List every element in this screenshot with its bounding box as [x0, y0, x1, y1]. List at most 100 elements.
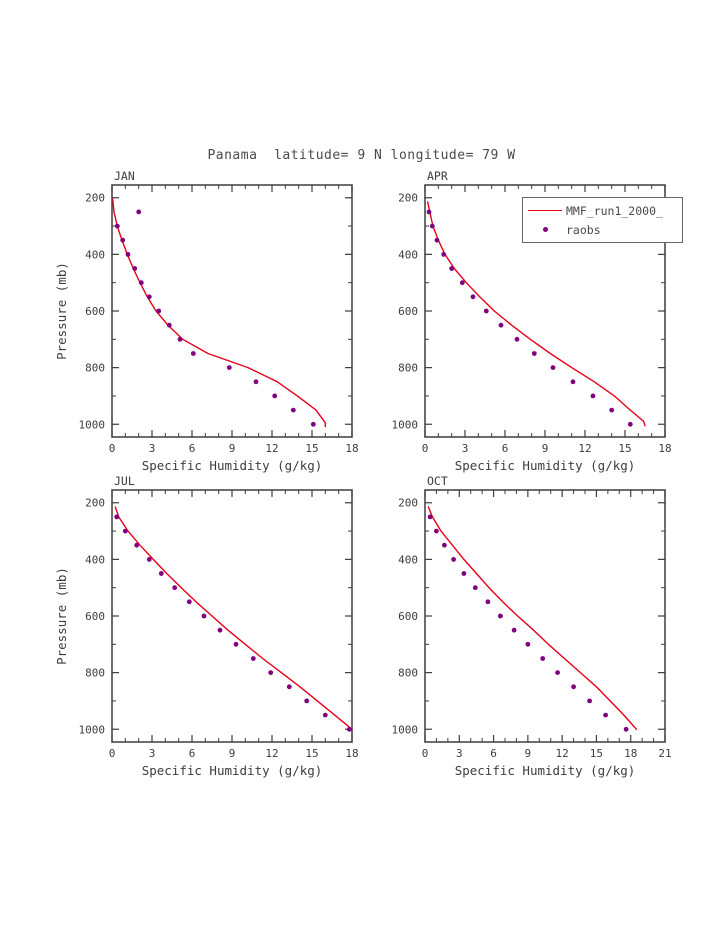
y-tick-label: 400 [85, 553, 105, 566]
mmf-model-line [427, 506, 638, 730]
purple-dot-icon [542, 227, 548, 232]
raobs-dot [603, 712, 608, 718]
x-tick-label: 12 [265, 747, 278, 760]
raobs-dot [525, 641, 531, 647]
x-axis-title: Specific Humidity (g/kg) [142, 458, 323, 473]
y-tick-label: 1000 [392, 723, 419, 736]
raobs-dot [571, 684, 576, 690]
x-tick-label: 15 [305, 442, 318, 455]
raobs-dot [511, 627, 517, 633]
raobs-dot [441, 252, 447, 257]
x-tick-label: 12 [556, 747, 569, 760]
y-axis: 200 400 600 800 1000 [79, 192, 352, 431]
x-tick-label: 3 [149, 747, 156, 760]
plot-frame [424, 489, 666, 743]
raobs-dot [134, 542, 140, 548]
y-tick-label: 1000 [392, 418, 419, 431]
y-tick-label: 400 [85, 248, 105, 261]
panel-oct: 0 3 6 9 12 15 18 21 200 400 600 800 1000 OCT Specific … [392, 474, 672, 778]
raobs-dot [429, 223, 435, 229]
raobs-dot [449, 266, 455, 271]
model-line-sample [528, 206, 562, 216]
legend-entry-raobs: raobs [528, 220, 677, 239]
raobs-dot [540, 656, 546, 661]
x-tick-label: 18 [624, 747, 637, 760]
y-axis-title: Pressure (mb) [54, 567, 69, 665]
x-tick-label: 15 [618, 442, 631, 455]
panel-jul: 0 3 6 9 12 15 18 200 400 600 800 1000 JUL Specific Hu… [54, 474, 359, 778]
x-tick-label: 15 [305, 747, 318, 760]
raobs-dot [587, 698, 592, 704]
raobs-dot [627, 421, 633, 427]
raobs-dot [125, 252, 131, 257]
raobs-dot [146, 294, 152, 300]
raobs-dot [426, 209, 432, 215]
panel-label: JUL [114, 474, 135, 488]
y-tick-label: 800 [85, 362, 105, 375]
x-tick-label: 6 [502, 442, 509, 455]
raobs-dot [609, 407, 615, 413]
y-axis-title: Pressure (mb) [54, 262, 69, 360]
y-tick-label: 400 [398, 553, 418, 566]
raobs-dot [590, 393, 596, 399]
y-tick-label: 200 [85, 192, 105, 205]
raobs-dot [322, 712, 328, 718]
raobs-dot [451, 557, 456, 562]
x-axis: 0 3 6 9 12 15 18 21 [422, 490, 672, 760]
raobs-dot [138, 280, 144, 286]
legend-box: MMF_run1_2000_ raobs [522, 197, 683, 243]
plot-frame [111, 184, 353, 438]
x-tick-label: 3 [462, 442, 469, 455]
red-line-icon [528, 210, 562, 211]
raobs-dot-sample [528, 225, 562, 235]
panel-apr: 0 3 6 9 12 15 18 200 400 600 800 1000 APR Specific Hu… [392, 169, 672, 473]
raobs-dot [136, 209, 142, 215]
y-tick-label: 800 [85, 667, 105, 680]
legend-entry-model: MMF_run1_2000_ [528, 201, 677, 220]
raobs-dot [114, 223, 120, 229]
raobs-dot [346, 726, 352, 732]
mmf-model-line [112, 198, 326, 428]
x-axis: 0 3 6 9 12 15 18 [422, 185, 672, 455]
y-axis: 200 400 600 800 1000 [79, 497, 352, 736]
raobs-dot [459, 280, 465, 286]
raobs-dot [550, 365, 556, 370]
raobs-dots [427, 514, 629, 732]
raobs-dot [122, 528, 128, 534]
y-tick-label: 200 [398, 497, 418, 510]
y-tick-label: 600 [85, 305, 105, 318]
y-tick-label: 400 [398, 248, 418, 261]
x-axis: 0 3 6 9 12 15 18 [109, 490, 359, 760]
raobs-dot [531, 351, 537, 356]
raobs-dot [555, 670, 560, 675]
y-tick-label: 1000 [79, 723, 106, 736]
raobs-dot [190, 351, 196, 356]
x-tick-label: 18 [658, 442, 671, 455]
y-axis: 200 400 600 800 1000 [392, 497, 665, 736]
raobs-dot [483, 308, 489, 314]
raobs-dot [498, 322, 504, 328]
raobs-dot [286, 684, 292, 690]
raobs-dot [146, 557, 152, 562]
raobs-dot [514, 336, 520, 342]
x-tick-label: 12 [578, 442, 591, 455]
x-tick-label: 3 [456, 747, 463, 760]
y-tick-label: 800 [398, 667, 418, 680]
raobs-dot [172, 585, 178, 591]
raobs-dot [304, 698, 310, 704]
page-title: Panama latitude= 9 N longitude= 79 W [207, 148, 516, 163]
raobs-dot [442, 542, 447, 548]
x-tick-label: 6 [189, 442, 196, 455]
y-tick-label: 600 [398, 305, 418, 318]
raobs-dot [226, 365, 232, 370]
raobs-dot [132, 266, 138, 271]
x-tick-label: 0 [422, 747, 429, 760]
raobs-dot [158, 571, 164, 576]
legend-label-model: MMF_run1_2000_ [566, 203, 663, 218]
x-tick-label: 9 [229, 747, 236, 760]
raobs-dots [426, 209, 633, 427]
raobs-dot [570, 379, 576, 385]
panel-label: APR [427, 169, 448, 183]
